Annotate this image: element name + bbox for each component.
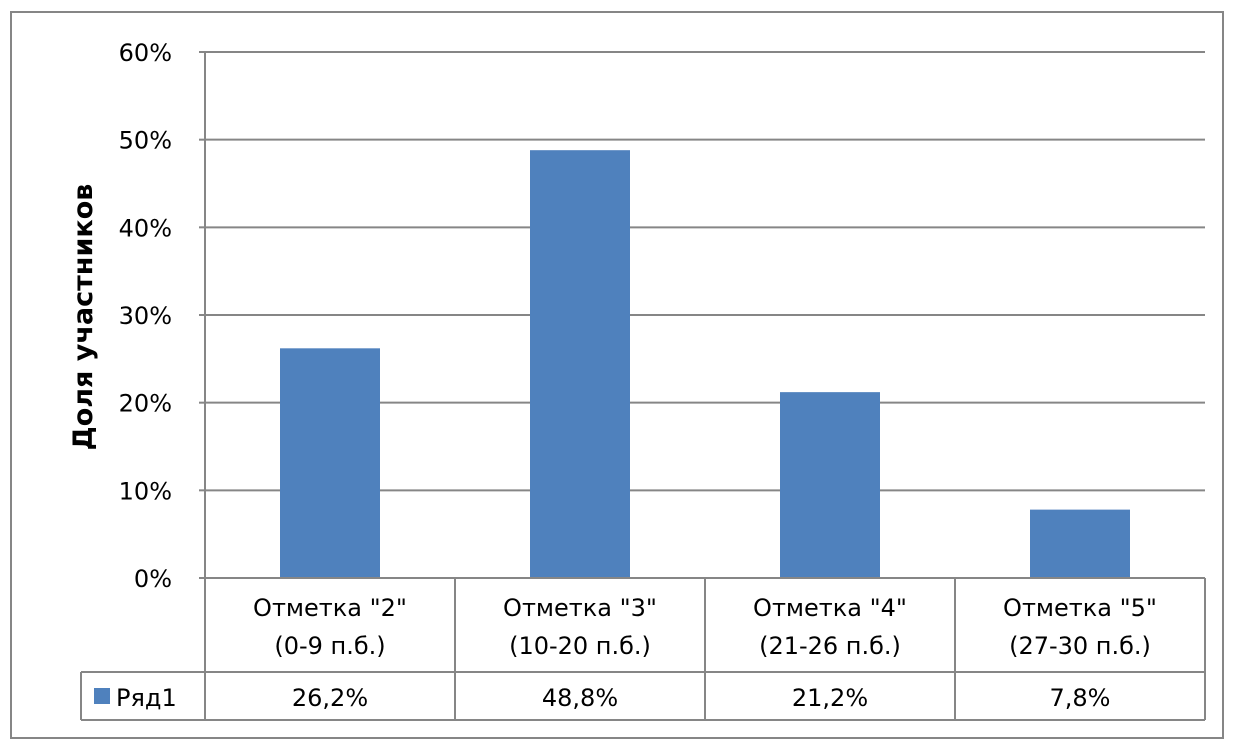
- x-category-label: (0-9 п.б.): [274, 632, 385, 660]
- x-category-label: Отметка "2": [253, 594, 407, 622]
- y-tick-label: 10%: [119, 477, 172, 505]
- x-category-label: (27-30 п.б.): [1009, 632, 1151, 660]
- x-category-label: (21-26 п.б.): [759, 632, 901, 660]
- data-table-value: 26,2%: [292, 684, 368, 712]
- y-tick-labels: 0% 10% 20% 30% 40% 50% 60%: [119, 39, 172, 593]
- x-category-label: Отметка "3": [503, 594, 657, 622]
- bar-3: [780, 392, 880, 578]
- y-tick-label: 60%: [119, 39, 172, 67]
- bar-4: [1030, 509, 1130, 578]
- y-tick-label: 40%: [119, 214, 172, 242]
- y-tick-label: 0%: [134, 565, 172, 593]
- x-category-label: Отметка "5": [1003, 594, 1157, 622]
- bar-1: [280, 348, 380, 578]
- x-category-label: (10-20 п.б.): [509, 632, 651, 660]
- legend-swatch: [94, 688, 110, 704]
- data-table: Отметка "2" (0-9 п.б.) 26,2% Отметка "3" (10…: [80, 578, 1206, 721]
- data-table-value: 7,8%: [1050, 684, 1111, 712]
- data-table-value: 48,8%: [542, 684, 618, 712]
- y-axis-label: Доля участников: [68, 184, 99, 451]
- data-table-value: 21,2%: [792, 684, 868, 712]
- bar-2: [530, 150, 630, 579]
- bars: [280, 150, 1130, 579]
- y-tick-label: 50%: [119, 127, 172, 155]
- y-tick-label: 20%: [119, 390, 172, 418]
- y-tick-label: 30%: [119, 302, 172, 330]
- x-category-label: Отметка "4": [753, 594, 907, 622]
- legend-series-name: Ряд1: [116, 684, 177, 712]
